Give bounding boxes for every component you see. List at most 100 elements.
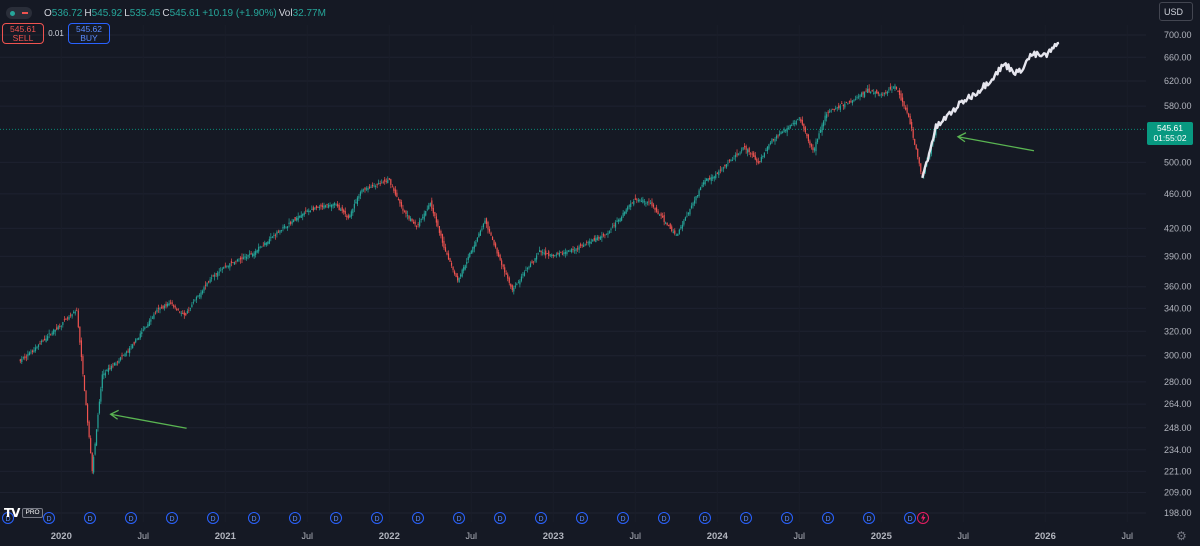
candle-body — [458, 278, 460, 283]
projection-line — [921, 41, 1060, 179]
candle-body — [750, 153, 752, 155]
sell-label: SELL — [12, 32, 34, 43]
candle-body — [106, 369, 108, 371]
settings-gear-icon[interactable]: ⚙ — [1176, 529, 1187, 543]
candle-body — [314, 207, 316, 210]
candle-body — [86, 404, 89, 423]
candle-body — [683, 220, 685, 225]
candle-body — [914, 139, 916, 145]
candle-body — [748, 148, 750, 152]
candle-body — [724, 164, 726, 167]
candle-body — [25, 356, 27, 358]
candle-body — [334, 203, 336, 206]
candle-body — [396, 192, 398, 197]
candle-body — [826, 114, 828, 119]
price-axis[interactable]: 700.00 660.00 620.00 580.00 500.00 460.00 420.… — [1164, 30, 1192, 518]
candle-body — [466, 261, 468, 264]
dividend-label: D — [702, 516, 707, 523]
candle-body — [479, 230, 482, 236]
candle-body — [737, 154, 740, 156]
candle-body — [832, 108, 834, 110]
candle-body — [482, 223, 485, 228]
candle-body — [897, 90, 899, 92]
candle-body — [259, 246, 261, 248]
candle-body — [324, 205, 327, 208]
candle-body — [803, 123, 805, 129]
buy-button[interactable]: 545.62 BUY — [68, 23, 110, 44]
candle-body — [97, 414, 99, 428]
candle-body — [794, 123, 796, 124]
candle-body — [215, 273, 217, 275]
price-tick-label: 500.00 — [1164, 157, 1192, 167]
candle-body — [581, 245, 583, 247]
tradingview-logo[interactable]: TV PRO — [4, 506, 43, 520]
candle-body — [540, 250, 542, 253]
high-label: H — [84, 7, 92, 19]
dividend-marker: D — [43, 512, 55, 524]
dividend-label: D — [333, 516, 338, 523]
candle-body — [119, 357, 122, 361]
dividend-label: D — [661, 516, 666, 523]
candle-body — [206, 282, 208, 286]
candle-body — [821, 124, 823, 133]
time-axis[interactable]: 2020 Jul 2021 Jul 2022 Jul 2023 Jul 2024 Jul 2025 J… — [51, 531, 1133, 542]
sell-button[interactable]: 545.61 SELL — [2, 23, 44, 44]
candle-body — [423, 213, 425, 220]
candle-body — [182, 312, 184, 314]
candle-body — [138, 337, 140, 340]
candle-body — [566, 251, 568, 255]
candle-body — [101, 374, 103, 389]
candle-body — [496, 248, 498, 254]
candle-body — [586, 241, 588, 243]
currency-selector[interactable]: USD — [1159, 2, 1193, 21]
candle-body — [57, 326, 59, 330]
candle-body — [703, 182, 705, 185]
candle-body — [30, 352, 32, 354]
candle-body — [191, 304, 193, 308]
dividend-marker: D — [781, 512, 793, 524]
time-tick-label: Jul — [630, 531, 642, 541]
candle-body — [709, 177, 711, 180]
legend-toggle[interactable] — [6, 7, 32, 19]
candle-body — [388, 178, 390, 180]
candle-body — [781, 131, 784, 133]
candle-body — [299, 215, 301, 218]
candle-body — [165, 303, 167, 307]
candle-body — [293, 219, 295, 223]
candle-body — [774, 138, 776, 142]
candle-body — [145, 326, 147, 328]
candle-body — [545, 250, 547, 256]
price-tick-label: 700.00 — [1164, 30, 1192, 40]
candle-body — [681, 224, 683, 229]
dividend-label: D — [784, 516, 789, 523]
candle-body — [387, 179, 389, 184]
candle-body — [296, 217, 298, 221]
candle-body — [37, 344, 40, 347]
candle-body — [224, 265, 226, 267]
time-tick-label: Jul — [958, 531, 970, 541]
candle-body — [422, 217, 424, 218]
dividend-icon — [740, 512, 752, 524]
candle-body — [848, 101, 851, 103]
candle-body — [560, 251, 562, 253]
candle-body — [689, 209, 691, 215]
candle-body — [435, 216, 437, 223]
candle-body — [42, 340, 44, 342]
candle-body — [777, 135, 779, 137]
candle-body — [446, 252, 448, 255]
candle-body — [330, 204, 333, 208]
candle-body — [93, 456, 95, 473]
candle-body — [507, 274, 509, 279]
candle-body — [376, 184, 378, 186]
candle-body — [850, 101, 852, 102]
candle-body — [677, 233, 679, 236]
candle-body — [405, 211, 407, 214]
dividend-marker: D — [863, 512, 875, 524]
dividend-icon — [453, 512, 465, 524]
candle-body — [332, 203, 334, 206]
candle-body — [148, 320, 150, 327]
candle-body — [886, 91, 888, 94]
lightning-icon — [917, 512, 929, 524]
candle-body — [340, 209, 342, 211]
